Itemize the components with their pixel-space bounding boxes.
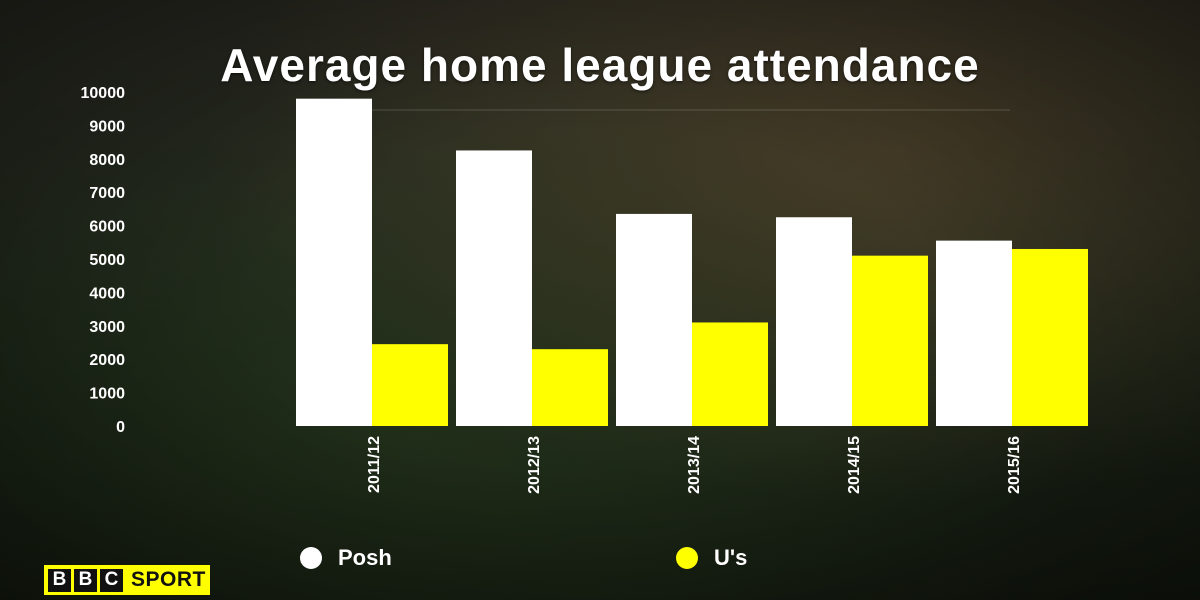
bar-posh xyxy=(456,150,532,426)
x-tick-label: 2011/12 xyxy=(366,436,383,493)
logo-word: SPORT xyxy=(131,568,206,591)
y-tick-label: 10000 xyxy=(81,85,126,102)
y-tick-label: 9000 xyxy=(89,118,125,135)
bar-us xyxy=(852,255,928,426)
bar-posh xyxy=(936,240,1012,426)
logo-letter-b2: B xyxy=(74,568,97,592)
bar-us xyxy=(692,322,768,426)
bar-us xyxy=(1012,248,1088,426)
bar-us xyxy=(372,344,448,426)
bar-posh xyxy=(296,98,372,427)
legend-item-us: U's xyxy=(676,545,747,571)
y-tick-label: 0 xyxy=(116,419,125,436)
x-tick-label: 2014/15 xyxy=(846,436,863,494)
logo-badge: B B C SPORT xyxy=(44,565,210,595)
legend-item-posh: Posh xyxy=(300,545,392,571)
chart-title: Average home league attendance xyxy=(220,39,980,91)
y-tick-label: 4000 xyxy=(89,285,125,302)
x-tick-label: 2013/14 xyxy=(686,436,703,494)
legend-swatch-posh xyxy=(300,547,322,569)
y-tick-label: 7000 xyxy=(89,185,125,202)
x-tick-label: 2015/16 xyxy=(1006,436,1023,494)
legend-swatch-us xyxy=(676,547,698,569)
bbc-sport-logo: B B C SPORT xyxy=(44,565,210,595)
y-tick-label: 6000 xyxy=(89,219,125,236)
y-tick-label: 1000 xyxy=(89,386,125,403)
y-tick-label: 3000 xyxy=(89,319,125,336)
legend-label-posh: Posh xyxy=(338,545,392,570)
y-tick-label: 5000 xyxy=(89,252,125,269)
y-tick-label: 8000 xyxy=(89,152,125,169)
logo-letter-b1: B xyxy=(48,568,71,592)
bar-us xyxy=(532,349,608,426)
bar-posh xyxy=(616,213,692,426)
bar-posh xyxy=(776,217,852,426)
logo-letter-c: C xyxy=(100,568,123,592)
legend-label-us: U's xyxy=(714,545,748,570)
y-tick-label: 2000 xyxy=(89,352,125,369)
x-tick-label: 2012/13 xyxy=(526,436,543,494)
